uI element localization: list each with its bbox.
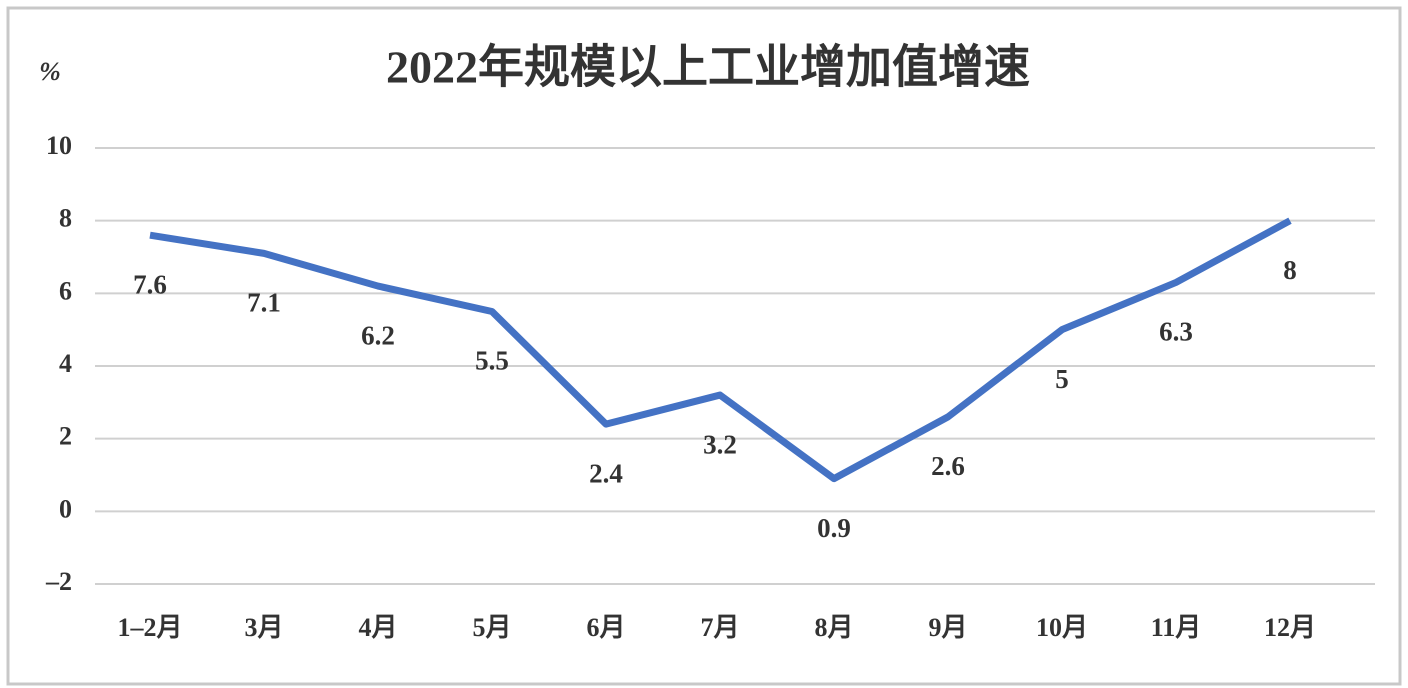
- y-tick-label: 10: [46, 131, 72, 160]
- data-label: 6.3: [1159, 317, 1193, 347]
- data-label: 8: [1283, 255, 1297, 285]
- data-label: 2.6: [931, 451, 965, 481]
- x-tick-label: 1–2月: [117, 613, 182, 642]
- x-tick-label: 12月: [1264, 613, 1316, 642]
- x-tick-label: 10月: [1036, 613, 1088, 642]
- data-label: 0.9: [817, 513, 851, 543]
- x-tick-label: 6月: [586, 613, 625, 642]
- y-axis-label: %: [39, 57, 61, 86]
- y-tick-label: 6: [59, 276, 72, 305]
- y-tick-label: 0: [59, 494, 72, 523]
- y-tick-label: 8: [59, 204, 72, 233]
- y-tick-label: 4: [59, 349, 72, 378]
- data-label: 3.2: [703, 429, 737, 459]
- data-label: 7.6: [133, 269, 167, 299]
- x-tick-label: 4月: [358, 613, 397, 642]
- x-tick-label: 11月: [1151, 613, 1202, 642]
- x-tick-label: 8月: [814, 613, 853, 642]
- x-tick-label: 9月: [928, 613, 967, 642]
- y-tick-label: –2: [45, 567, 72, 596]
- data-label: 2.4: [589, 458, 623, 488]
- x-tick-label: 7月: [700, 613, 739, 642]
- data-label: 7.1: [247, 288, 281, 318]
- x-tick-label: 3月: [244, 613, 283, 642]
- chart-title: 2022年规模以上工业增加值增速: [386, 42, 1030, 93]
- data-label: 6.2: [361, 320, 395, 350]
- data-label: 5: [1055, 364, 1069, 394]
- data-label: 5.5: [475, 346, 509, 376]
- chart-frame: [6, 6, 1402, 686]
- x-tick-label: 5月: [472, 613, 511, 642]
- y-tick-label: 2: [59, 422, 72, 451]
- data-line: [149, 217, 1292, 483]
